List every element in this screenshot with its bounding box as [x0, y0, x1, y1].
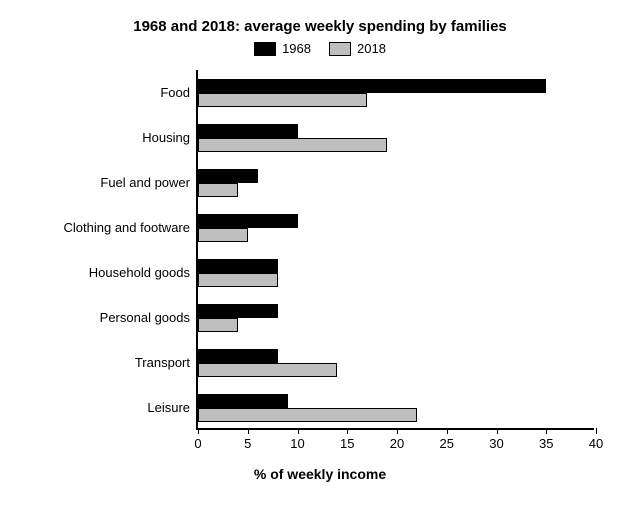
- chart-legend: 1968 2018: [26, 41, 614, 56]
- bar-1968-leisure: [198, 394, 288, 408]
- bar-2018-food: [198, 93, 367, 107]
- category-label: Housing: [26, 115, 196, 160]
- bar-1968-food: [198, 79, 546, 93]
- bar-1968-fuel-and-power: [198, 169, 258, 183]
- x-tick-label: 20: [390, 436, 404, 451]
- bar-2018-personal-goods: [198, 318, 238, 332]
- x-tick: [298, 428, 299, 434]
- x-tick: [447, 428, 448, 434]
- legend-item-2018: 2018: [329, 41, 386, 56]
- x-tick-label: 15: [340, 436, 354, 451]
- bar-1968-household-goods: [198, 259, 278, 273]
- plot-zone: FoodHousingFuel and powerClothing and fo…: [26, 70, 614, 430]
- bar-1968-personal-goods: [198, 304, 278, 318]
- x-tick: [248, 428, 249, 434]
- bar-2018-transport: [198, 363, 337, 377]
- category-label: Leisure: [26, 385, 196, 430]
- bar-1968-transport: [198, 349, 278, 363]
- legend-label-2018: 2018: [357, 41, 386, 56]
- x-tick: [397, 428, 398, 434]
- legend-label-1968: 1968: [282, 41, 311, 56]
- y-axis-labels: FoodHousingFuel and powerClothing and fo…: [26, 70, 196, 430]
- bar-1968-housing: [198, 124, 298, 138]
- category-label: Household goods: [26, 250, 196, 295]
- x-tick-label: 0: [194, 436, 201, 451]
- plot-area: 0510152025303540: [196, 70, 594, 430]
- legend-swatch-2018: [329, 42, 351, 56]
- spending-bar-chart: 1968 and 2018: average weekly spending b…: [0, 0, 640, 517]
- bar-2018-household-goods: [198, 273, 278, 287]
- x-tick-label: 35: [539, 436, 553, 451]
- bar-2018-fuel-and-power: [198, 183, 238, 197]
- bar-2018-clothing-and-footware: [198, 228, 248, 242]
- legend-item-1968: 1968: [254, 41, 311, 56]
- x-tick-label: 25: [440, 436, 454, 451]
- x-tick: [497, 428, 498, 434]
- legend-swatch-1968: [254, 42, 276, 56]
- x-tick-label: 10: [290, 436, 304, 451]
- chart-title: 1968 and 2018: average weekly spending b…: [26, 18, 614, 35]
- x-tick-label: 30: [489, 436, 503, 451]
- category-label: Food: [26, 70, 196, 115]
- bar-2018-leisure: [198, 408, 417, 422]
- x-tick: [596, 428, 597, 434]
- bar-2018-housing: [198, 138, 387, 152]
- x-tick: [546, 428, 547, 434]
- bar-1968-clothing-and-footware: [198, 214, 298, 228]
- x-tick-label: 5: [244, 436, 251, 451]
- x-tick: [347, 428, 348, 434]
- category-label: Fuel and power: [26, 160, 196, 205]
- category-label: Personal goods: [26, 295, 196, 340]
- category-label: Clothing and footware: [26, 205, 196, 250]
- category-label: Transport: [26, 340, 196, 385]
- x-tick: [198, 428, 199, 434]
- x-axis-label: % of weekly income: [26, 466, 614, 482]
- x-tick-label: 40: [589, 436, 603, 451]
